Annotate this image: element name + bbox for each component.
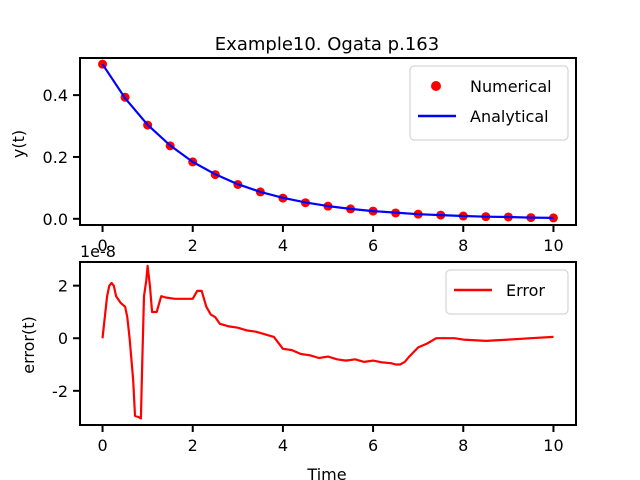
legend-box <box>409 65 569 141</box>
chart-title: Example10. Ogata p.163 <box>215 34 439 55</box>
analytical-line <box>101 63 554 219</box>
y-tick-label: 0.4 <box>43 86 68 105</box>
legend-label: Analytical <box>470 107 549 126</box>
y-tick-label: 0.2 <box>43 148 68 167</box>
y-axis-label-top: y(t) <box>9 130 28 158</box>
x-tick-label: 8 <box>458 236 468 255</box>
legend-label: Error <box>506 281 545 300</box>
legend-box <box>445 269 569 315</box>
x-tick-label: 10 <box>543 436 563 455</box>
offset-text: 1e-8 <box>80 242 116 261</box>
x-tick-label: 2 <box>188 436 198 455</box>
error-line <box>101 264 554 420</box>
x-tick-label: 2 <box>188 236 198 255</box>
x-tick-label: 6 <box>368 236 378 255</box>
legend: Error <box>445 269 569 315</box>
y-axis-label-bottom: error(t) <box>19 316 38 374</box>
x-tick-label: 10 <box>543 236 563 255</box>
y-tick-label: -2 <box>52 382 68 401</box>
legend: Numerical Analytical <box>409 65 569 141</box>
bottom-subplot: error(t) Time 0 2 4 6 8 10 -2 0 2 Error <box>19 261 577 480</box>
x-tick-label: 4 <box>278 436 288 455</box>
axes-frame <box>79 261 577 426</box>
x-tick-label: 0 <box>97 436 107 455</box>
y-tick-label: 0 <box>58 329 68 348</box>
x-tick-label: 0 <box>97 236 107 255</box>
y-tick-label: 2 <box>58 277 68 296</box>
y-tick-label: 0.0 <box>43 210 68 229</box>
legend-label: Numerical <box>470 77 552 96</box>
x-tick-label: 6 <box>368 436 378 455</box>
x-tick-label: 4 <box>278 236 288 255</box>
axes-frame <box>79 57 577 226</box>
x-axis-label: Time <box>306 465 346 480</box>
legend-marker <box>431 81 441 91</box>
top-subplot: Example10. Ogata p.163 y(t) 1e-8 0 2 4 6 8 10… <box>9 34 577 261</box>
x-tick-label: 8 <box>458 436 468 455</box>
